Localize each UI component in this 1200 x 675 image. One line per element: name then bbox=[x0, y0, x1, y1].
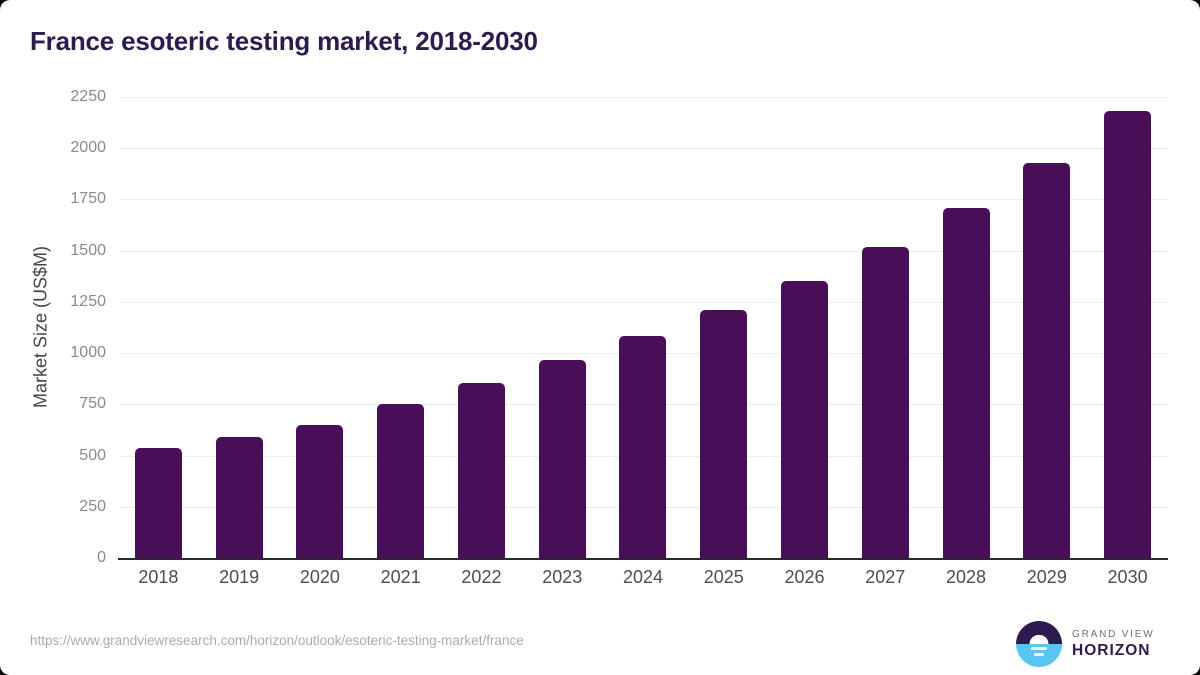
bar-2026[interactable] bbox=[781, 281, 828, 558]
page-title: France esoteric testing market, 2018-203… bbox=[30, 26, 538, 56]
bar-2027[interactable] bbox=[861, 246, 909, 558]
bar-slot-2021 bbox=[360, 97, 441, 558]
y-tick-label-1000: 1000 bbox=[70, 344, 106, 362]
x-axis-tick-labels: 2018 2019 2020 2021 2022 2023 2024 2025 2026 2027… bbox=[118, 567, 1168, 588]
bar-slot-2028 bbox=[926, 97, 1007, 558]
x-tick-label-2021: 2021 bbox=[380, 567, 421, 587]
bar-slot-2030 bbox=[1087, 97, 1168, 558]
bar-slot-2020 bbox=[280, 97, 361, 558]
gridline-2250 bbox=[120, 97, 1168, 98]
y-axis-tick-labels: 0 250 500 750 1000 1250 1500 1750 2000 2250 bbox=[0, 88, 106, 566]
x-tick-label-2018: 2018 bbox=[138, 567, 179, 587]
bar-slot-2019 bbox=[199, 97, 280, 558]
bar-2022[interactable] bbox=[457, 382, 505, 558]
x-tick-label-2022: 2022 bbox=[461, 567, 502, 587]
reflection-bar-2 bbox=[1034, 652, 1044, 656]
gridline-1250 bbox=[120, 301, 1168, 303]
horizon-sun-icon bbox=[1016, 621, 1062, 667]
logo-grand-view-label: GRAND VIEW bbox=[1072, 628, 1155, 640]
y-tick-label-1750: 1750 bbox=[70, 190, 106, 208]
x-tick-label-2027: 2027 bbox=[865, 567, 906, 587]
bar-2028[interactable] bbox=[942, 207, 990, 558]
x-tick-label-2029: 2029 bbox=[1026, 567, 1067, 587]
x-tick-label-2030: 2030 bbox=[1107, 567, 1148, 587]
x-tick-label-2026: 2026 bbox=[784, 567, 825, 587]
bar-slot-2026 bbox=[764, 97, 845, 558]
bar-2021[interactable] bbox=[377, 404, 425, 558]
source-url: https://www.grandviewresearch.com/horizo… bbox=[30, 633, 524, 648]
bar-slot-2018 bbox=[118, 97, 199, 558]
grand-view-horizon-logo: GRAND VIEW HORIZON bbox=[1016, 621, 1154, 667]
y-tick-label-750: 750 bbox=[79, 395, 106, 413]
bar-slot-2029 bbox=[1006, 97, 1087, 558]
plot-area bbox=[118, 97, 1168, 560]
y-tick-label-1500: 1500 bbox=[70, 241, 106, 259]
bar-2024[interactable] bbox=[619, 335, 667, 558]
bar-slot-2024 bbox=[603, 97, 684, 558]
bar-2029[interactable] bbox=[1023, 162, 1071, 558]
bar-slot-2023 bbox=[522, 97, 603, 558]
x-tick-label-2020: 2020 bbox=[299, 567, 340, 587]
x-tick-label-2019: 2019 bbox=[219, 567, 260, 587]
x-tick-label-2028: 2028 bbox=[946, 567, 987, 587]
x-tick-label-2024: 2024 bbox=[622, 567, 663, 587]
logo-text: GRAND VIEW HORIZON bbox=[1072, 629, 1154, 660]
y-tick-label-500: 500 bbox=[79, 446, 106, 464]
gridline-2000 bbox=[120, 148, 1168, 150]
bar-2025[interactable] bbox=[700, 310, 748, 558]
bar-2030[interactable] bbox=[1104, 111, 1152, 558]
y-tick-label-0: 0 bbox=[97, 549, 106, 566]
y-tick-label-250: 250 bbox=[79, 497, 106, 515]
sun-shape bbox=[1029, 634, 1049, 644]
bar-2020[interactable] bbox=[296, 424, 344, 558]
bar-series bbox=[118, 97, 1168, 558]
reflection-bar-1 bbox=[1031, 646, 1047, 650]
bar-2023[interactable] bbox=[538, 360, 586, 558]
bar-slot-2027 bbox=[845, 97, 926, 558]
y-tick-label-1250: 1250 bbox=[70, 292, 106, 310]
bar-slot-2025 bbox=[683, 97, 764, 558]
y-tick-label-2250: 2250 bbox=[70, 88, 106, 105]
gridline-1750 bbox=[120, 199, 1168, 201]
bar-2019[interactable] bbox=[215, 437, 263, 558]
y-tick-label-2000: 2000 bbox=[70, 139, 106, 157]
gridline-1500 bbox=[120, 250, 1168, 252]
bar-slot-2022 bbox=[441, 97, 522, 558]
x-tick-label-2023: 2023 bbox=[542, 567, 583, 587]
logo-horizon-label: HORIZON bbox=[1072, 641, 1151, 659]
bar-2018[interactable] bbox=[134, 448, 182, 558]
x-tick-label-2025: 2025 bbox=[703, 567, 744, 587]
